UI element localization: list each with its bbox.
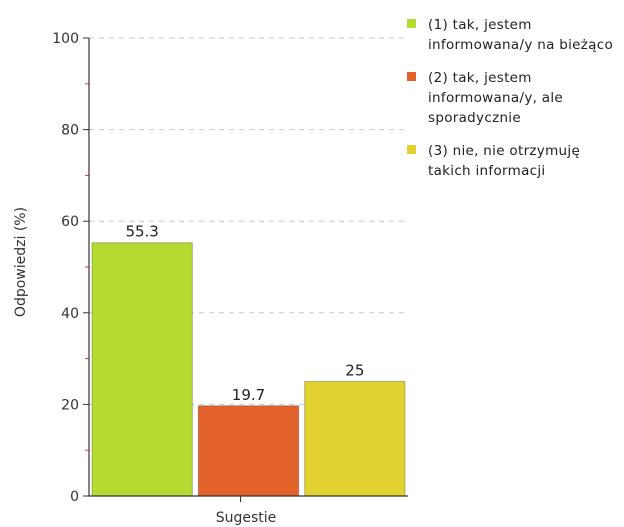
legend-item-2: (2) tak, jestem informowana/y, ale spora… — [404, 67, 620, 127]
legend-swatch-2 — [407, 72, 416, 81]
x-axis-label: Sugestie — [216, 510, 277, 526]
bar-2 — [197, 405, 300, 497]
bars: 55.3 19.7 25 — [91, 223, 406, 497]
data-label-3: 25 — [345, 362, 364, 380]
data-label-2: 19.7 — [232, 386, 265, 404]
legend-swatch-1 — [407, 19, 416, 28]
y-axis-label: Odpowiedzi (%) — [13, 207, 29, 317]
legend-label-2: (2) tak, jestem informowana/y, ale spora… — [428, 70, 564, 126]
y-tick-label: 40 — [61, 306, 79, 322]
legend-label-1: (1) tak, jestem informowana/y na bieżąco — [428, 17, 614, 53]
y-tick-label: 0 — [70, 489, 79, 505]
y-tick-label: 20 — [61, 397, 79, 413]
y-tick-label: 100 — [52, 31, 79, 47]
legend: (1) tak, jestem informowana/y na bieżąco… — [404, 14, 620, 193]
bar-1 — [91, 242, 193, 497]
axes: 0 20 40 60 80 100 — [52, 31, 408, 505]
y-tick-label: 80 — [61, 123, 79, 139]
bar-3 — [304, 381, 406, 497]
legend-item-3: (3) nie, nie otrzymuję takich informacji — [404, 140, 620, 180]
data-label-1: 55.3 — [125, 223, 158, 241]
y-tick-label: 60 — [61, 214, 79, 230]
legend-label-3: (3) nie, nie otrzymuję takich informacji — [428, 143, 581, 179]
legend-item-1: (1) tak, jestem informowana/y na bieżąco — [404, 14, 620, 54]
legend-swatch-3 — [407, 145, 416, 154]
